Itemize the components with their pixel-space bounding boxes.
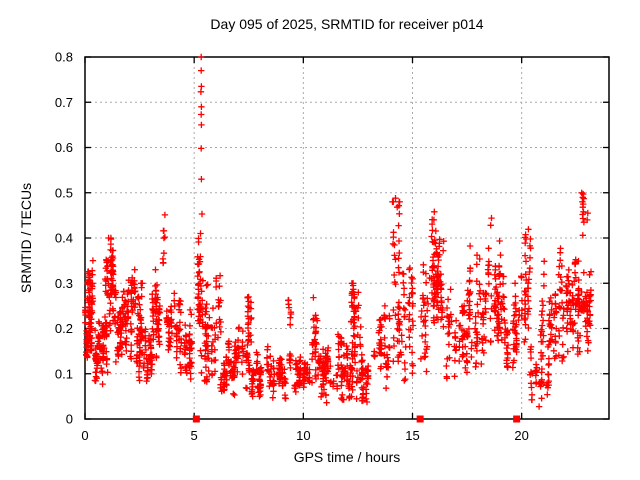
y-tick-label: 0.8 — [55, 50, 73, 65]
scatter-points-srmtid — [82, 53, 595, 410]
y-axis-label: SRMTID / TECUs — [18, 182, 34, 294]
x-tick-label: 5 — [191, 428, 198, 443]
x-tick-label: 15 — [405, 428, 419, 443]
chart-title: Day 095 of 2025, SRMTID for receiver p01… — [210, 16, 484, 32]
x-tick-label: 20 — [514, 428, 528, 443]
y-tick-label: 0.7 — [55, 95, 73, 110]
y-tick-label: 0.4 — [55, 231, 73, 246]
y-tick-label: 0.5 — [55, 185, 73, 200]
data-gap-marker — [192, 415, 200, 423]
x-axis-label: GPS time / hours — [293, 449, 401, 465]
y-tick-label: 0.3 — [55, 276, 73, 291]
y-tick-label: 0.2 — [55, 321, 73, 336]
data-gap-marker — [416, 415, 424, 423]
y-tick-label: 0 — [66, 412, 73, 427]
data-gap-marker — [513, 415, 521, 423]
y-tick-label: 0.6 — [55, 140, 73, 155]
x-tick-label: 0 — [81, 428, 88, 443]
plot-border — [84, 56, 610, 420]
y-tick-label: 0.1 — [55, 366, 73, 381]
x-tick-label: 10 — [296, 428, 310, 443]
